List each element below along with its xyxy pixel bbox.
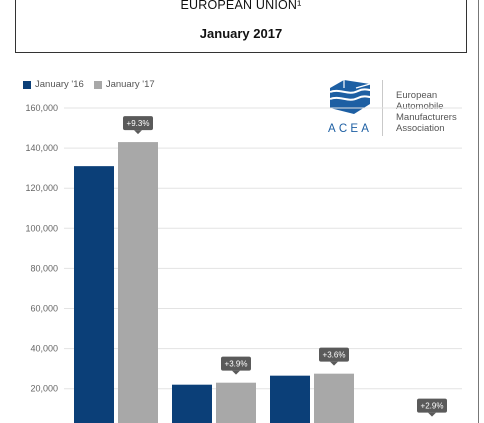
change-badge (417, 398, 447, 413)
region-title: EUROPEAN UNION¹ (180, 0, 302, 12)
bar-2016 (172, 384, 212, 423)
change-badge-pointer (134, 130, 142, 135)
y-tick-label: 160,000 (25, 103, 58, 113)
logo-name-line: Automobile (396, 101, 444, 112)
change-label: +9.3% (127, 119, 150, 128)
chart-legend: January '16 January '17 (23, 79, 165, 90)
change-label: +3.6% (323, 351, 346, 360)
logo-name-line: Association (396, 123, 445, 134)
acea-full-name: European Automobile Manufacturers Associ… (396, 90, 457, 134)
acea-logo: ACEA European Automobile Manufacturers A… (326, 78, 476, 138)
y-tick-label: 100,000 (25, 223, 58, 233)
y-tick-label: 120,000 (25, 183, 58, 193)
y-tick-label: 80,000 (30, 263, 58, 273)
bar-2016 (74, 166, 114, 423)
legend-item-2017: January '17 (93, 79, 155, 90)
acea-emblem-icon (329, 80, 371, 114)
y-tick-label: 40,000 (30, 344, 58, 354)
page-border (478, 0, 479, 423)
change-badge (123, 116, 153, 131)
change-badge-pointer (232, 370, 240, 375)
bar-2017 (118, 142, 158, 423)
bar-chart: 20,000 40,000 60,000 80,000 100,000 120,000 14… (25, 103, 462, 423)
change-label: +3.9% (225, 360, 248, 369)
change-label: +2.9% (421, 402, 444, 411)
bar-2017 (216, 382, 256, 423)
chart-area: January '16 January '17 ACEA European Au… (0, 70, 478, 423)
change-badge (221, 356, 251, 371)
change-badge (319, 347, 349, 362)
change-badge-pointer (330, 361, 338, 366)
bar-2017 (314, 373, 354, 423)
period-title: January 2017 (199, 26, 283, 41)
y-tick-label: 20,000 (30, 384, 58, 394)
logo-name-line: European (396, 90, 438, 101)
y-tick-label: 60,000 (30, 304, 58, 314)
change-badge-pointer (428, 412, 436, 417)
legend-item-2016: January '16 (23, 79, 84, 90)
legend-label-2016: January '16 (35, 79, 84, 90)
legend-swatch-2017 (93, 80, 102, 89)
y-tick-label: 140,000 (25, 143, 58, 153)
bar-2016 (270, 375, 310, 423)
legend-swatch-2016 (23, 80, 31, 89)
title-box: EUROPEAN UNION¹ January 2017 (15, 0, 467, 53)
logo-name-line: Manufacturers (396, 112, 457, 123)
acea-abbreviation: ACEA (328, 123, 373, 135)
legend-label-2017: January '17 (105, 79, 155, 90)
